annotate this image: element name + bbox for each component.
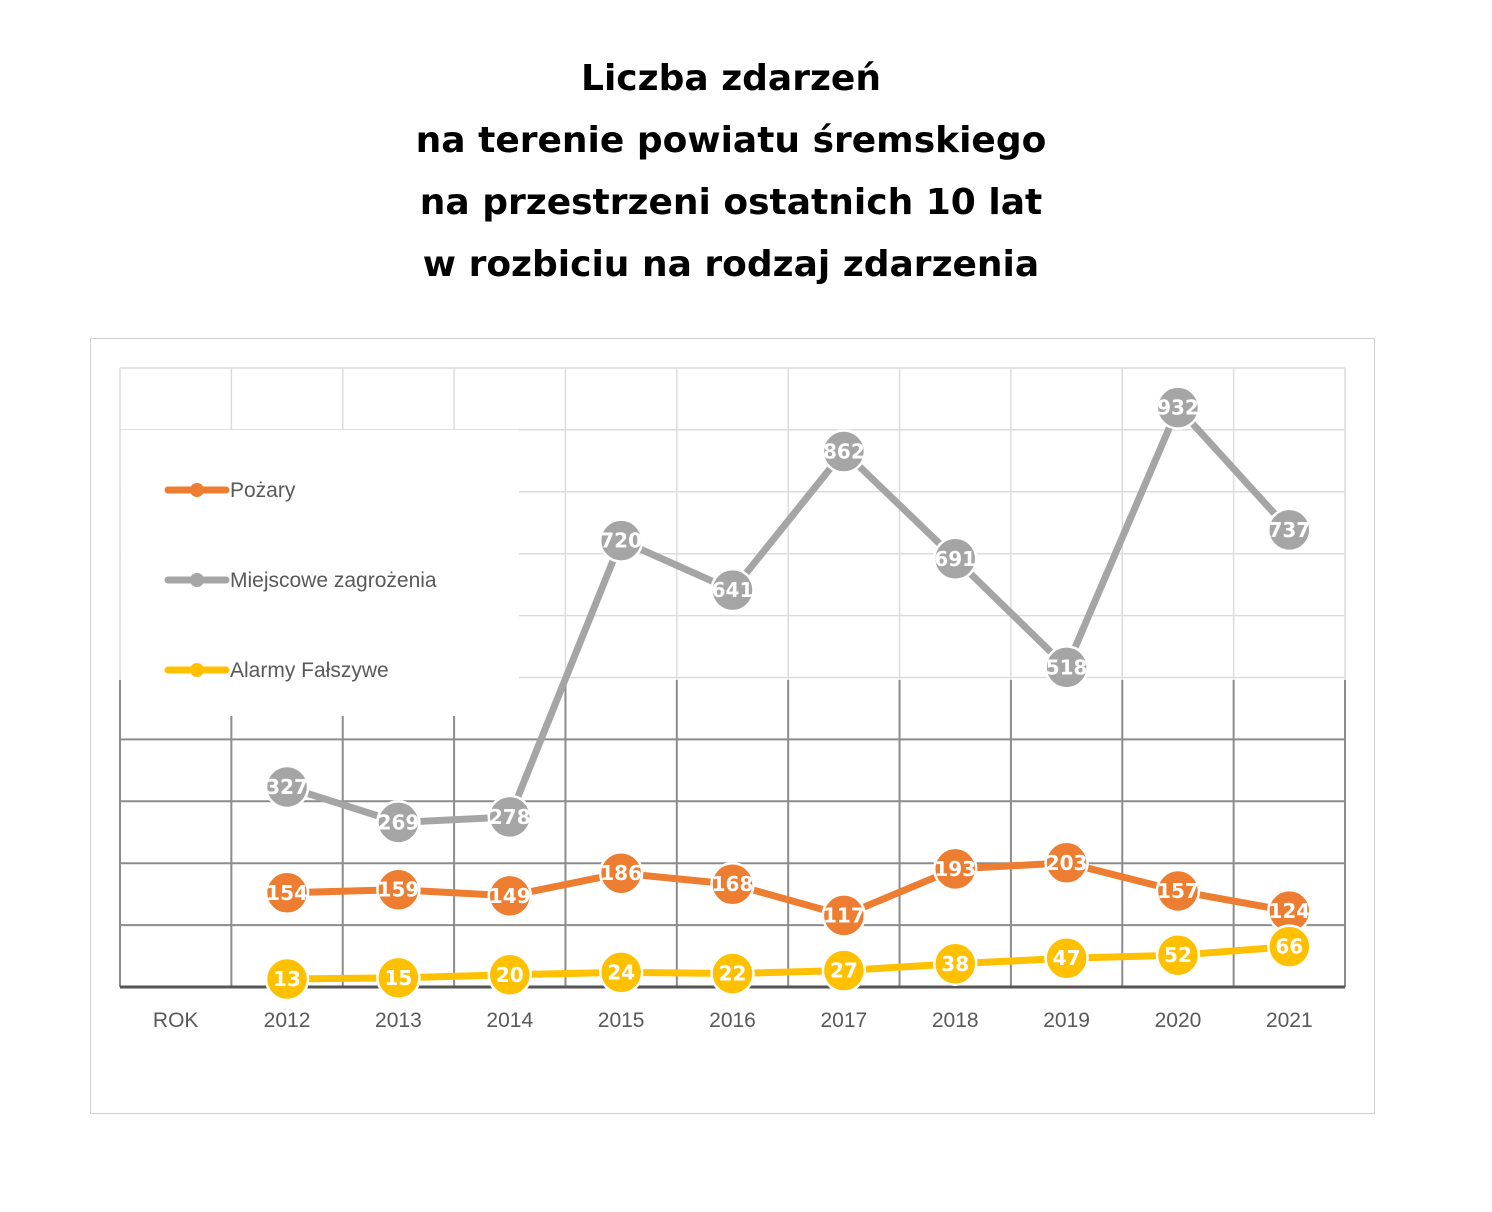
data-point [376, 867, 421, 912]
data-label: 22 [719, 962, 747, 986]
data-label: 52 [1164, 943, 1192, 967]
title-line-4: w rozbiciu na rodzaj zdarzenia [422, 244, 1040, 285]
chart-title: Liczba zdarzeń na terenie powiatu śremsk… [0, 48, 1462, 296]
x-tick-label: 2014 [486, 1009, 533, 1032]
data-label: 20 [496, 963, 524, 987]
data-point [1155, 932, 1201, 978]
data-point [598, 850, 644, 896]
series-line [283, 943, 1293, 983]
legend-marker [190, 483, 204, 497]
legend-label: Miejscowe zagrożenia [230, 569, 437, 592]
data-label: 518 [1046, 655, 1088, 679]
series-line [283, 404, 1293, 826]
data-point [932, 941, 978, 987]
data-point [932, 846, 978, 892]
data-label: 168 [712, 872, 754, 896]
series-pozary: 154 159 149 186 168 117 193 203 157 124 [264, 840, 1312, 938]
data-label: 862 [823, 439, 865, 463]
legend-marker [190, 663, 204, 677]
data-label: 278 [489, 805, 531, 829]
data-label: 154 [266, 881, 308, 905]
legend-item-alarmy-falszywe: Alarmy Fałszywe [164, 659, 389, 682]
data-point [264, 956, 310, 1002]
data-point [376, 955, 421, 1001]
data-label: 27 [830, 958, 858, 982]
title-line-3: na przestrzeni ostatnich 10 lat [419, 182, 1043, 223]
legend-label: Pożary [230, 479, 296, 502]
data-label: 38 [941, 952, 969, 976]
data-point [1267, 507, 1312, 553]
data-label: 720 [600, 529, 642, 553]
data-label: 737 [1268, 518, 1310, 542]
data-point [487, 873, 533, 919]
data-label: 15 [384, 966, 412, 990]
data-point [821, 948, 867, 993]
data-label: 13 [273, 967, 301, 991]
data-label: 124 [1268, 899, 1310, 923]
data-label: 117 [823, 903, 865, 927]
data-point [1044, 935, 1089, 981]
data-point [376, 800, 421, 845]
data-label: 24 [607, 960, 635, 984]
title-line-1: Liczba zdarzeń [581, 58, 881, 99]
x-tick-label: ROK [153, 1009, 199, 1032]
data-point [821, 893, 867, 938]
data-label: 186 [600, 861, 642, 885]
data-point [710, 861, 755, 907]
data-point [487, 952, 533, 998]
data-point [1044, 840, 1089, 886]
data-point [264, 764, 310, 810]
series-miejscowe-zagrozenia: 327 269 278 720 641 862 691 518 932 737 [264, 385, 1312, 845]
x-tick-label: 2017 [821, 1009, 868, 1032]
x-axis: ROK 2012 2013 2014 2015 2016 2017 2018 2019 2020 2… [120, 985, 1345, 1032]
data-label: 269 [378, 810, 420, 834]
legend-item-pozary: Pożary [164, 479, 296, 502]
data-label: 193 [934, 857, 976, 881]
x-tick-label: 2021 [1266, 1009, 1313, 1032]
data-label: 641 [712, 578, 754, 602]
x-tick-label: 2015 [598, 1009, 645, 1032]
data-point [1044, 645, 1089, 690]
title-line-2: na terenie powiatu śremskiego [415, 120, 1047, 161]
data-label: 327 [266, 775, 308, 799]
x-tick-label: 2020 [1155, 1009, 1202, 1032]
x-tick-label: 2012 [264, 1009, 311, 1032]
data-point [1155, 868, 1201, 914]
data-label: 47 [1053, 946, 1081, 970]
x-tick-label: 2019 [1043, 1009, 1090, 1032]
data-point [264, 870, 310, 916]
legend-item-miejscowe-zagrozenia: Miejscowe zagrożenia [164, 569, 437, 592]
data-point [487, 794, 533, 840]
data-point [1267, 924, 1312, 969]
data-label: 203 [1046, 851, 1088, 875]
data-label: 157 [1157, 879, 1199, 903]
data-label: 932 [1157, 396, 1199, 420]
data-point [710, 951, 755, 996]
legend: Pożary Miejscowe zagrożenia Alarmy Fałszyw… [164, 479, 437, 682]
legend-label: Alarmy Fałszywe [230, 659, 389, 682]
legend-marker [190, 573, 204, 587]
data-point [1155, 385, 1201, 430]
x-tick-label: 2013 [375, 1009, 422, 1032]
chart-frame [90, 338, 1375, 1114]
data-point [598, 950, 644, 995]
x-tick-label: 2016 [709, 1009, 756, 1032]
series-alarmy-falszywe: 13 15 20 24 22 27 38 47 52 66 [264, 924, 1312, 1002]
data-point [932, 536, 978, 582]
data-label: 159 [378, 878, 420, 902]
x-tick-label: 2018 [932, 1009, 979, 1032]
series-line [283, 859, 1293, 919]
data-point [821, 429, 867, 474]
data-label: 691 [934, 547, 976, 571]
data-label: 66 [1275, 935, 1303, 959]
data-point [598, 518, 644, 563]
data-label: 149 [489, 884, 531, 908]
data-point [710, 567, 755, 613]
